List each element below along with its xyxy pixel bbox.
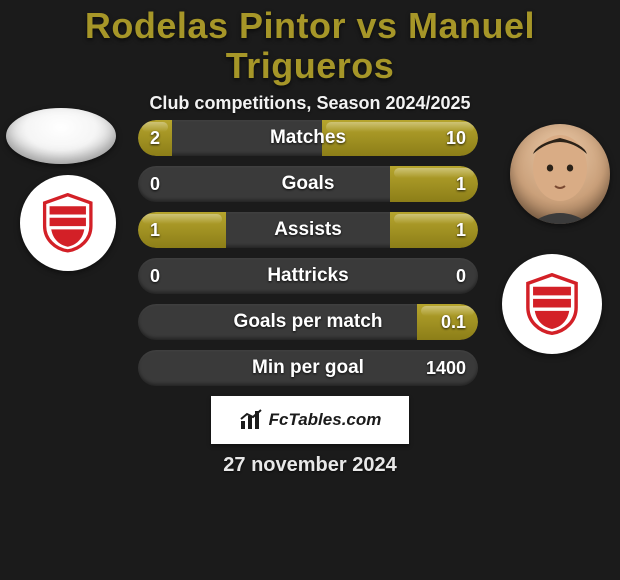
stat-label: Hattricks (138, 258, 478, 294)
face-placeholder-icon (510, 124, 610, 224)
stat-label: Assists (138, 212, 478, 248)
stat-row-matches: 2 10 Matches (138, 120, 478, 156)
stat-label: Goals (138, 166, 478, 202)
title-vs: vs (356, 5, 397, 46)
stat-row-hattricks: 0 0 Hattricks (138, 258, 478, 294)
player-avatar-left (6, 108, 116, 164)
watermark: FcTables.com (211, 396, 409, 444)
player-avatar-right (510, 124, 610, 224)
granada-crest-icon (521, 273, 583, 335)
page-title: Rodelas Pintor vs Manuel Trigueros (0, 0, 620, 85)
stat-row-assists: 1 1 Assists (138, 212, 478, 248)
title-player-left: Rodelas Pintor (85, 5, 346, 46)
club-badge-right (502, 254, 602, 354)
bar-chart-icon (239, 408, 263, 432)
granada-crest-icon (38, 193, 98, 253)
stat-label: Matches (138, 120, 478, 156)
club-badge-left (20, 175, 116, 271)
watermark-text: FcTables.com (269, 410, 382, 430)
stat-label: Min per goal (138, 350, 478, 386)
stat-label: Goals per match (138, 304, 478, 340)
date-line: 27 november 2024 (0, 454, 620, 477)
stats-container: 2 10 Matches 0 1 Goals 1 1 Assists 0 0 H… (138, 120, 478, 396)
stat-row-goals-per-match: 0.1 Goals per match (138, 304, 478, 340)
subtitle: Club competitions, Season 2024/2025 (0, 93, 620, 114)
stat-row-min-per-goal: 1400 Min per goal (138, 350, 478, 386)
stat-row-goals: 0 1 Goals (138, 166, 478, 202)
